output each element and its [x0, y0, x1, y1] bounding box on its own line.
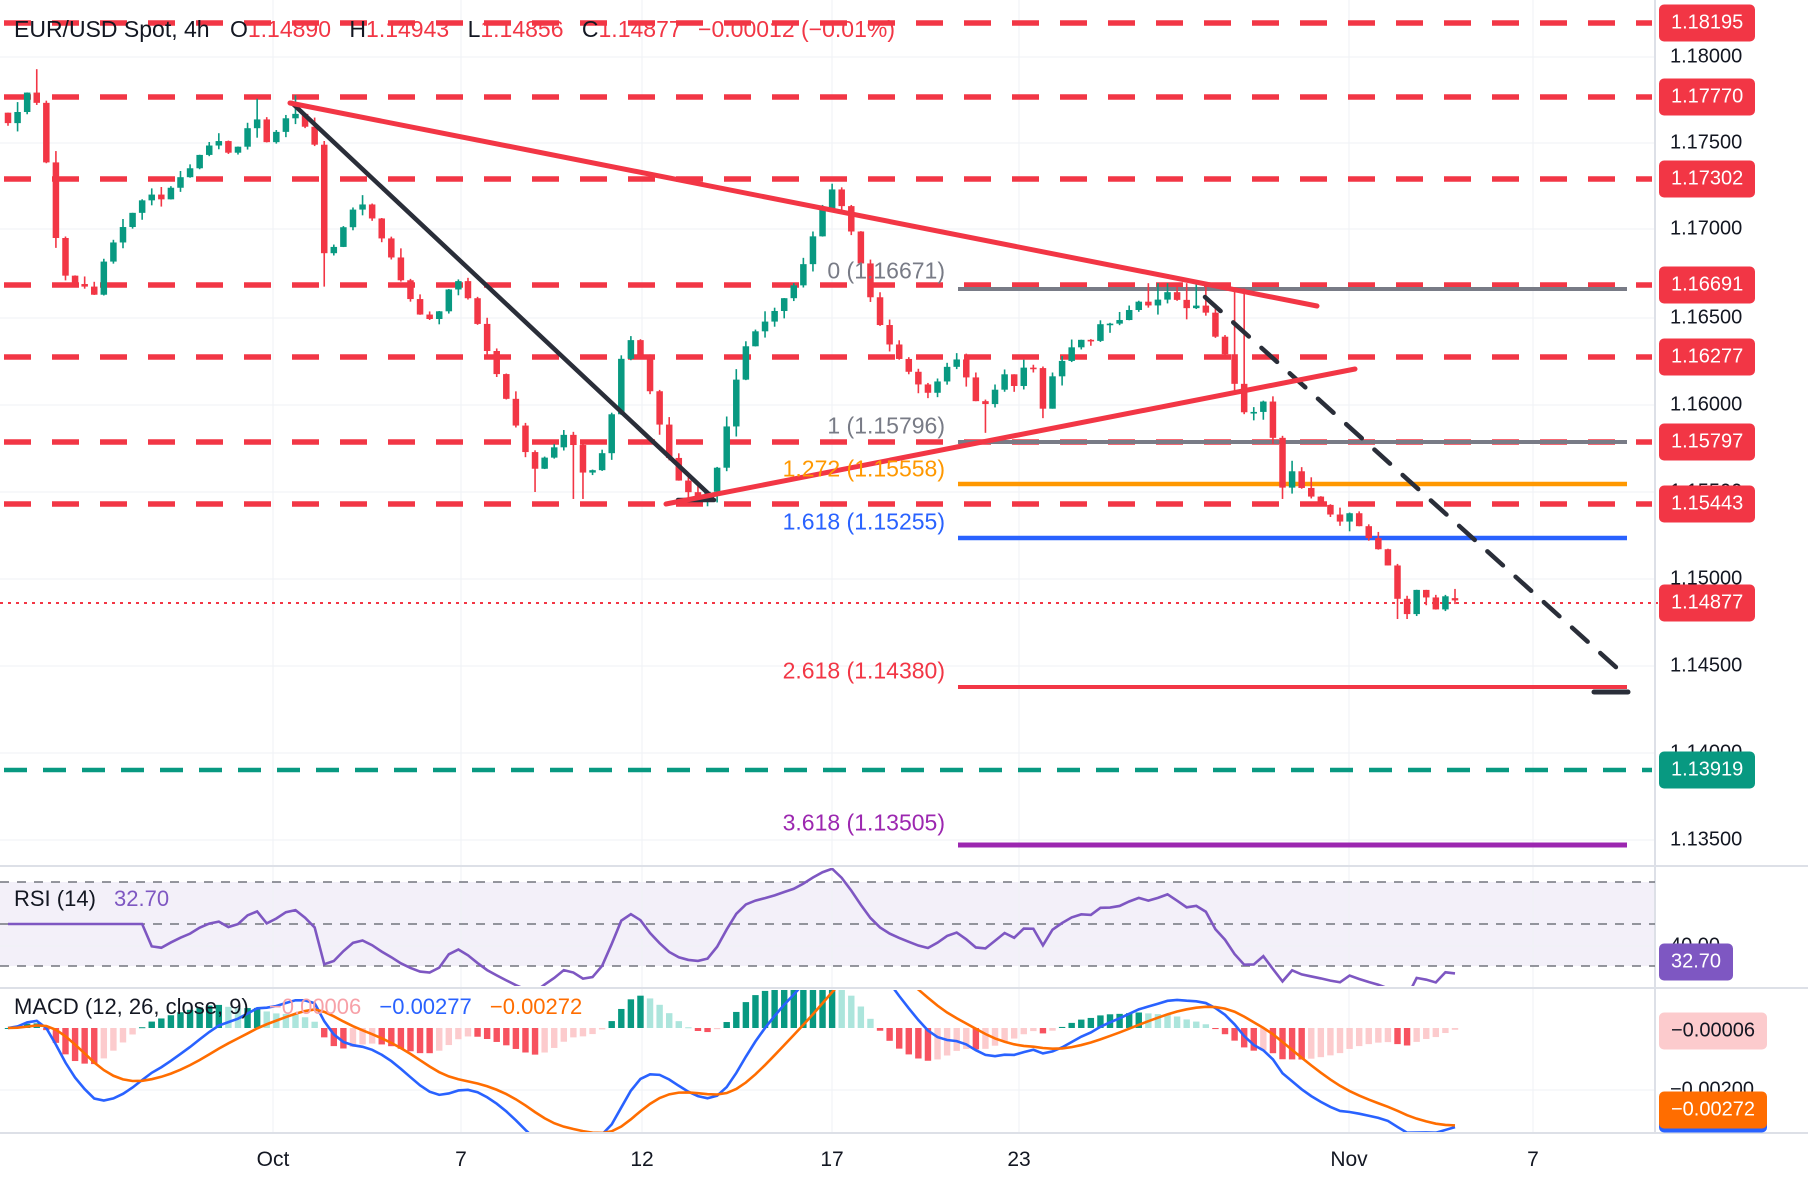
rsi-title: RSI (14)	[14, 886, 96, 911]
price-axis-label: 1.16000	[1670, 393, 1743, 416]
macd-line-value: −0.00277	[379, 994, 472, 1019]
fib-label-0: 0 (1.16671)	[827, 257, 945, 284]
time-axis-label: 17	[820, 1148, 844, 1171]
symbol-legend[interactable]: EUR/USD Spot, 4h O1.14890 H1.14943 L1.14…	[14, 16, 899, 43]
price-axis-label: 1.17000	[1670, 217, 1743, 240]
fib-label-2: 1.272 (1.15558)	[782, 455, 945, 482]
price-badge-1.15797: 1.15797	[1659, 423, 1756, 461]
fib-label-1: 1 (1.15796)	[827, 412, 945, 439]
time-axis-label: Oct	[256, 1148, 290, 1171]
price-axis-label: 1.15000	[1670, 567, 1743, 590]
rsi-line	[8, 868, 1456, 986]
time-axis-label: 12	[630, 1148, 654, 1171]
fib-label-3: 1.618 (1.15255)	[782, 508, 945, 535]
fib-label-4: 2.618 (1.14380)	[782, 657, 945, 684]
ohlc-open-value: 1.14890	[247, 16, 332, 42]
fib-label-5: 3.618 (1.13505)	[782, 809, 945, 836]
price-badge-1.16277: 1.16277	[1659, 338, 1756, 376]
rsi-band	[0, 882, 1655, 966]
price-axis-label: 1.18000	[1670, 45, 1743, 68]
rsi-guide-lines	[0, 881, 1655, 967]
support-resistance-lines[interactable]	[4, 20, 1652, 507]
ohlc-high-label: H	[349, 16, 367, 42]
rsi-legend[interactable]: RSI (14) 32.70	[14, 886, 173, 912]
price-badge-1.18195: 1.18195	[1659, 4, 1756, 42]
price-badge-1.17770: 1.17770	[1659, 78, 1756, 116]
time-axis-label: 7	[1527, 1148, 1539, 1171]
trendline-drawings[interactable]	[287, 100, 1631, 695]
price-badge-0.00006: −0.00006	[1659, 1012, 1767, 1050]
macd-legend[interactable]: MACD (12, 26, close, 9) −0.00006 −0.0027…	[14, 994, 586, 1020]
macd-title: MACD (12, 26, close, 9)	[14, 994, 249, 1019]
macd-hist-value: −0.00006	[268, 994, 362, 1019]
price-badge-0.00272: −0.00272	[1659, 1091, 1767, 1129]
ohlc-close-value: 1.14877	[598, 16, 682, 42]
candles[interactable]	[4, 69, 1459, 620]
macd-signal-line	[7, 990, 1456, 1132]
ohlc-low-value: 1.14856	[480, 16, 564, 42]
price-badge-1.15443: 1.15443	[1659, 485, 1756, 523]
price-badge-1.14877: 1.14877	[1659, 584, 1756, 622]
time-axis-label: 23	[1007, 1148, 1031, 1171]
pane-separators[interactable]	[0, 0, 1808, 1134]
fib-extension-lines[interactable]	[958, 287, 1627, 848]
time-axis-label: 7	[455, 1148, 467, 1171]
price-axis-label: 1.16500	[1670, 306, 1743, 329]
macd-line	[7, 990, 1456, 1132]
price-badge-1.16691: 1.16691	[1659, 266, 1756, 304]
ohlc-close-label: C	[581, 16, 599, 42]
ohlc-high-value: 1.14943	[366, 16, 450, 42]
price-badge-1.17302: 1.17302	[1659, 160, 1756, 198]
ohlc-low-label: L	[467, 16, 481, 42]
price-badge-1.13919: 1.13919	[1659, 751, 1756, 789]
rsi-value: 32.70	[114, 886, 170, 911]
ohlc-open-label: O	[229, 16, 248, 42]
macd-signal-value: −0.00272	[489, 994, 583, 1019]
price-axis-label: 1.14500	[1670, 654, 1743, 677]
price-axis-label: 1.13500	[1670, 828, 1743, 851]
symbol-title: EUR/USD Spot, 4h	[14, 16, 210, 42]
change-value: −0.00012 (−0.01%)	[698, 16, 895, 42]
price-badge-32.70: 32.70	[1659, 943, 1734, 981]
time-axis-label: Nov	[1330, 1148, 1368, 1171]
price-axis-label: 1.17500	[1670, 131, 1743, 154]
